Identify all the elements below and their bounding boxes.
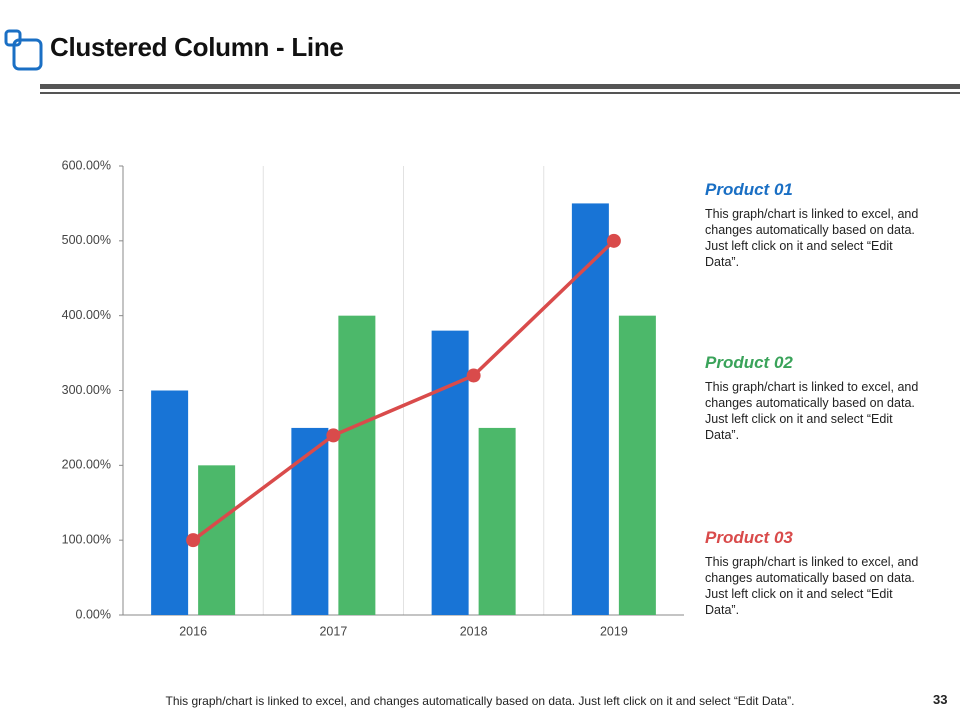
- legend-label: Product 02: [705, 353, 793, 372]
- bar: [338, 315, 376, 615]
- y-tick-label: 500.00%: [62, 233, 111, 247]
- bar: [291, 427, 329, 615]
- y-tick-label: 400.00%: [62, 308, 111, 322]
- legend-entry: Product 02 This graph/chart is linked to…: [705, 353, 920, 443]
- line-marker: [466, 368, 481, 383]
- x-tick-label: 2017: [319, 624, 347, 638]
- bar: [151, 390, 189, 615]
- x-tick-label: 2018: [460, 624, 488, 638]
- legend-label: Product 01: [705, 180, 793, 199]
- line: [192, 239, 616, 542]
- footer-text: This graph/chart is linked to excel, and…: [165, 694, 795, 708]
- line-marker: [326, 428, 341, 443]
- header-rule: [40, 92, 960, 94]
- logo-icon: [4, 29, 43, 71]
- page-number: 33: [933, 692, 948, 707]
- legend-label: Product 03: [705, 528, 793, 547]
- note-text: This graph/chart is linked to excel, and…: [705, 207, 919, 269]
- line-marker: [606, 233, 621, 248]
- y-tick-label: 0.00%: [76, 607, 111, 621]
- bar: [618, 315, 656, 615]
- y-tick-label: 300.00%: [62, 383, 111, 397]
- slide-title: Clustered Column - Line: [50, 32, 344, 62]
- bar: [571, 203, 609, 615]
- legend-entry: Product 01 This graph/chart is linked to…: [705, 180, 920, 270]
- line-marker: [186, 533, 201, 548]
- bar: [478, 427, 516, 615]
- x-tick-label: 2019: [600, 624, 628, 638]
- x-tick-label: 2016: [179, 624, 207, 638]
- y-tick-label: 200.00%: [62, 458, 111, 472]
- header-rule: [40, 84, 960, 89]
- y-tick-label: 600.00%: [62, 158, 111, 172]
- note-text: This graph/chart is linked to excel, and…: [705, 380, 919, 442]
- note-text: This graph/chart is linked to excel, and…: [705, 555, 919, 617]
- legend-entry: Product 03 This graph/chart is linked to…: [705, 528, 920, 618]
- y-tick-label: 100.00%: [62, 532, 111, 546]
- bar: [198, 465, 236, 615]
- bar: [431, 330, 469, 615]
